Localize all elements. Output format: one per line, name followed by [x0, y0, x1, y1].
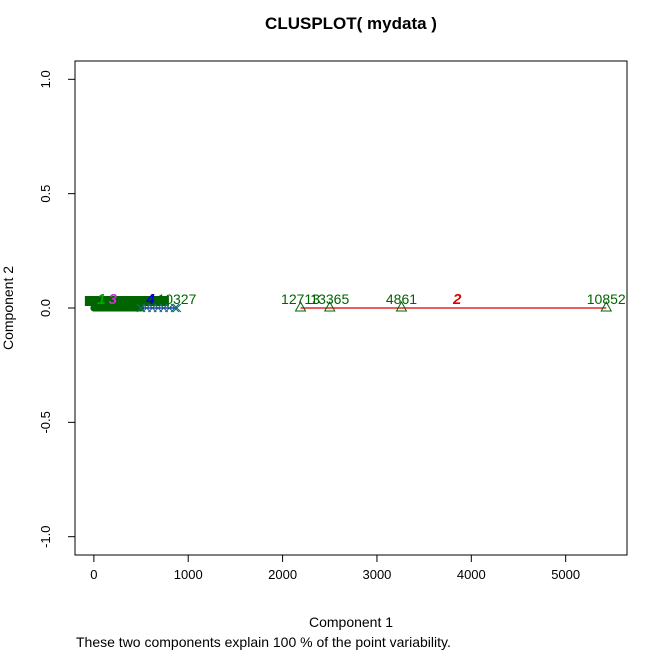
cluster-label-1: 1 [97, 291, 105, 308]
point-label-10852: 10852 [587, 291, 626, 307]
point-marker-4861 [395, 300, 408, 312]
x-tick-label: 4000 [457, 567, 486, 582]
chart-title: CLUSPLOT( mydata ) [265, 14, 437, 33]
y-tick-label: 0.5 [38, 185, 53, 203]
x-tick-label: 0 [90, 567, 97, 582]
y-axis: -1.0 -0.5 0.0 0.5 1.0 [38, 70, 76, 548]
cluster-label-4: 4 [145, 291, 155, 308]
variability-caption: These two components explain 100 % of th… [76, 634, 451, 650]
x-tick-label: 1000 [174, 567, 203, 582]
x-tick-label: 2000 [268, 567, 297, 582]
point-marker-12713 [294, 300, 307, 312]
x-axis-label: Component 1 [309, 614, 393, 630]
point-marker-10327 [172, 303, 182, 313]
point-label-10327: 10327 [157, 291, 196, 307]
y-tick-label: -0.5 [38, 411, 53, 433]
x-tick-label: 5000 [551, 567, 580, 582]
y-axis-label: Component 2 [0, 266, 16, 350]
x-tick-label: 3000 [362, 567, 391, 582]
y-tick-label: -1.0 [38, 526, 53, 548]
x-axis: 0 1000 2000 3000 4000 5000 [90, 554, 580, 582]
cluster-label-3: 3 [109, 291, 118, 308]
point-marker-10852 [600, 300, 613, 312]
point-label-4861: 4861 [386, 291, 417, 307]
point-label-12713: 12713 [281, 291, 320, 307]
point-label-13365: 13365 [310, 291, 349, 307]
point-label-overlap [150, 296, 169, 306]
y-tick-label: 1.0 [38, 70, 53, 88]
cluster-point [170, 303, 180, 313]
point-marker-13365 [323, 300, 336, 312]
y-tick-label: 0.0 [38, 299, 53, 317]
cluster-label-2: 2 [452, 291, 462, 308]
